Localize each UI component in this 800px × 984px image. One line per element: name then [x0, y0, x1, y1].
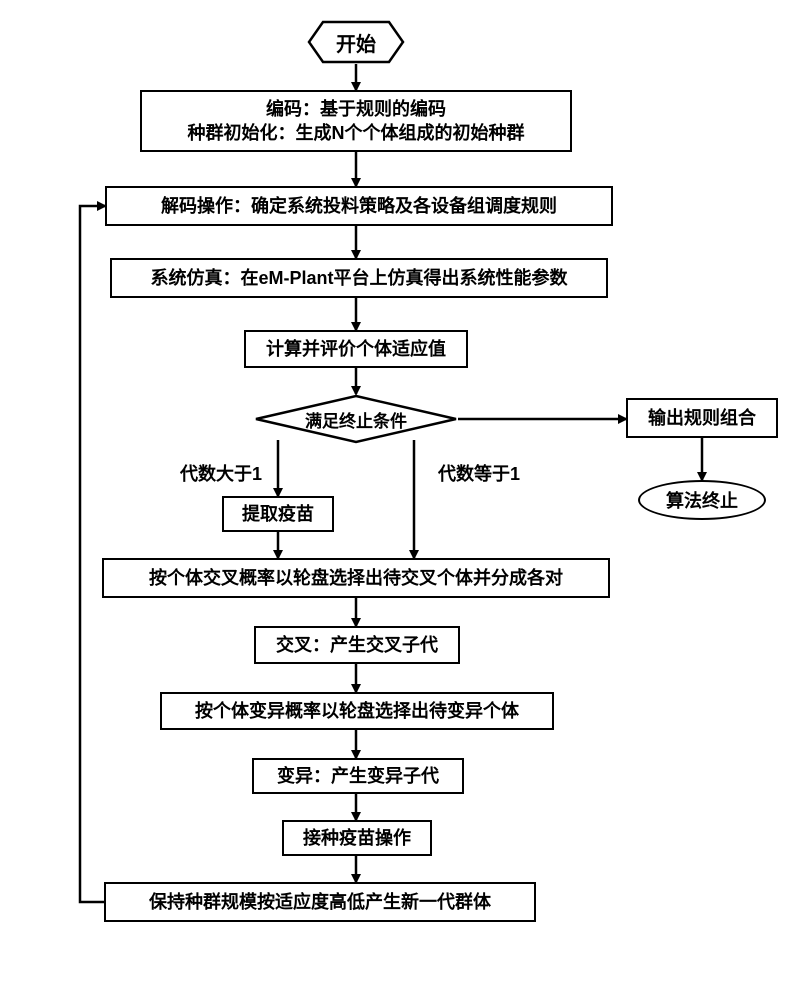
- newpop-node: 保持种群规模按适应度高低产生新一代群体: [104, 882, 536, 922]
- simulate-label: 系统仿真：在eM-Plant平台上仿真得出系统性能参数: [150, 266, 567, 290]
- output-node: 输出规则组合: [626, 398, 778, 438]
- simulate-node: 系统仿真：在eM-Plant平台上仿真得出系统性能参数: [110, 258, 608, 298]
- newpop-label: 保持种群规模按适应度高低产生新一代群体: [149, 890, 491, 914]
- fitness-node: 计算并评价个体适应值: [244, 330, 468, 368]
- mutation-label: 变异：产生变异子代: [277, 764, 439, 788]
- label-gt1: 代数大于1: [180, 460, 262, 486]
- mutation-node: 变异：产生变异子代: [252, 758, 464, 794]
- vaccine-node: 提取疫苗: [222, 496, 334, 532]
- cond-label: 满足终止条件: [254, 394, 458, 444]
- label-eq1: 代数等于1: [438, 460, 520, 486]
- vaccine-label: 提取疫苗: [242, 502, 314, 526]
- start-node: 开始: [307, 20, 405, 64]
- flowchart-canvas: 开始 编码：基于规则的编码 种群初始化：生成N个个体组成的初始种群 解码操作：确…: [0, 0, 800, 984]
- cross-sel-label: 按个体交叉概率以轮盘选择出待交叉个体并分成各对: [149, 566, 563, 590]
- start-label: 开始: [307, 20, 405, 64]
- end-node: 算法终止: [638, 480, 766, 520]
- crossover-node: 交叉：产生交叉子代: [254, 626, 460, 664]
- decode-label: 解码操作：确定系统投料策略及各设备组调度规则: [161, 194, 557, 218]
- crossover-label: 交叉：产生交叉子代: [276, 633, 438, 657]
- encode-label: 编码：基于规则的编码 种群初始化：生成N个个体组成的初始种群: [188, 97, 525, 146]
- end-label: 算法终止: [666, 487, 738, 513]
- cond-node: 满足终止条件: [254, 394, 458, 444]
- mut-sel-label: 按个体变异概率以轮盘选择出待变异个体: [195, 699, 519, 723]
- encode-node: 编码：基于规则的编码 种群初始化：生成N个个体组成的初始种群: [140, 90, 572, 152]
- fitness-label: 计算并评价个体适应值: [266, 337, 446, 361]
- output-label: 输出规则组合: [648, 406, 756, 430]
- mut-sel-node: 按个体变异概率以轮盘选择出待变异个体: [160, 692, 554, 730]
- cross-sel-node: 按个体交叉概率以轮盘选择出待交叉个体并分成各对: [102, 558, 610, 598]
- inject-label: 接种疫苗操作: [303, 826, 411, 850]
- inject-node: 接种疫苗操作: [282, 820, 432, 856]
- decode-node: 解码操作：确定系统投料策略及各设备组调度规则: [105, 186, 613, 226]
